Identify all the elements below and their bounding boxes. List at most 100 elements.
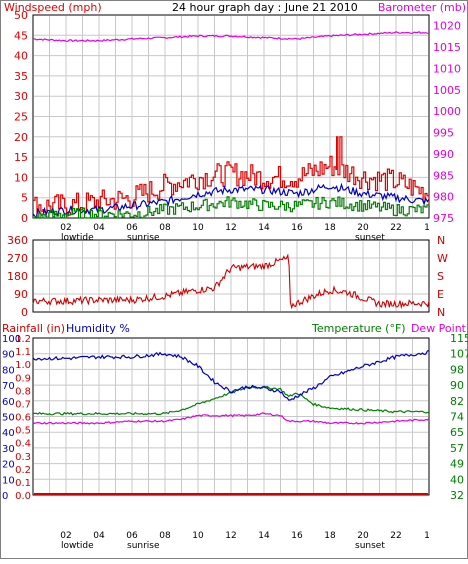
rain-y-tick: 0.4 [15, 439, 31, 450]
x-tick-label-top: 18 [324, 223, 336, 233]
baro-y-tick: 1000 [433, 105, 461, 118]
x-tick-label-bottom: 04 [93, 531, 105, 541]
dir-y-tick: 360 [7, 234, 28, 247]
sunset-label-top: sunset [355, 233, 385, 243]
x-tick-label-bottom: 20 [357, 531, 369, 541]
baro-y-tick: 975 [433, 212, 454, 225]
compass-y-tick: W [437, 252, 448, 265]
sunrise-label-bottom: sunrise [127, 541, 160, 551]
humidity-y-tick: 100 [2, 334, 21, 345]
barometer-axis-label: Barometer (mb) [378, 1, 466, 14]
dir-y-tick: 90 [14, 288, 28, 301]
humidity-line [32, 349, 430, 401]
wind-y-tick: 30 [14, 90, 28, 103]
rainfall-axis-label: Rainfall (in) [2, 322, 65, 335]
humidity-y-tick: 10 [2, 475, 15, 486]
humidity-y-tick: 0 [2, 491, 8, 502]
temp-y-tick: 49 [450, 458, 464, 471]
temp-y-tick: 98 [450, 363, 464, 376]
temp-y-tick: 90 [450, 379, 464, 392]
temp-y-tick: 74 [450, 411, 464, 424]
wind-direction-line [32, 253, 430, 310]
temp-y-tick: 32 [450, 489, 464, 502]
x-tick-label-top: 10 [192, 223, 204, 233]
wind-y-tick: 15 [14, 151, 28, 164]
rain-y-tick: 0.0 [15, 491, 31, 502]
x-tick-label-top: 12 [225, 223, 236, 233]
x-tick-label-top: 14 [258, 223, 270, 233]
rain-y-tick: 0.7 [15, 399, 31, 410]
humidity-y-tick: 90 [2, 350, 15, 361]
wind-y-tick: 50 [14, 9, 28, 22]
x-tick-label-bottom: 16 [291, 531, 303, 541]
lowtide-label-top: lowtide [61, 233, 94, 243]
compass-y-tick: S [437, 270, 444, 283]
windspeed-min-line [33, 196, 430, 219]
baro-y-tick: 1015 [433, 41, 461, 54]
humidity-axis-label: Humidity % [66, 322, 130, 335]
dewpoint-axis-label: Dew Point [411, 322, 467, 335]
x-tick-label-top: 1 [424, 223, 430, 233]
humidity-y-tick: 50 [2, 413, 15, 424]
x-tick-label-bottom: 06 [126, 531, 138, 541]
x-tick-label-top: 02 [60, 223, 71, 233]
rain-y-tick: 0.2 [15, 465, 31, 476]
baro-y-tick: 995 [433, 127, 454, 140]
x-tick-label-top: 16 [291, 223, 303, 233]
x-tick-label-bottom: 08 [159, 531, 171, 541]
chart-title: 24 hour graph day : June 21 2010 [172, 1, 358, 14]
rain-y-tick: 1.0 [15, 360, 31, 371]
rain-y-tick: 1.1 [15, 347, 31, 358]
x-tick-label-top: 22 [390, 223, 401, 233]
wind-y-tick: 10 [14, 171, 28, 184]
wind-y-tick: 45 [14, 29, 28, 42]
wind-y-tick: 0 [21, 212, 28, 225]
sunset-label-bottom: sunset [355, 541, 385, 551]
temp-y-tick: 107 [450, 348, 468, 361]
wind-y-tick: 20 [14, 131, 28, 144]
rain-y-tick: 1.2 [15, 334, 31, 345]
humidity-y-tick: 60 [2, 397, 15, 408]
rain-y-tick: 0.5 [15, 426, 31, 437]
x-tick-label-bottom: 1 [424, 531, 430, 541]
rain-y-tick: 0.8 [15, 386, 31, 397]
compass-y-tick: E [437, 288, 444, 301]
wind-y-tick: 25 [14, 111, 28, 124]
dir-y-tick: 270 [7, 252, 28, 265]
x-tick-label-top: 08 [159, 223, 171, 233]
baro-y-tick: 990 [433, 148, 454, 161]
dir-y-tick: 180 [7, 270, 28, 283]
x-tick-label-top: 06 [126, 223, 138, 233]
windspeed-average-line [32, 182, 430, 219]
grid-lines [34, 16, 428, 494]
rain-y-tick: 0.6 [15, 413, 31, 424]
lowtide-label-bottom: lowtide [61, 541, 94, 551]
axis-labels: 0202040406060808101012121414161618182020… [2, 9, 468, 541]
temperature-axis-label: Temperature (°F) [311, 322, 406, 335]
sunrise-label-top: sunrise [127, 233, 160, 243]
humidity-y-tick: 80 [2, 365, 15, 376]
x-tick-label-top: 20 [357, 223, 369, 233]
dewpoint-line [32, 412, 430, 425]
temp-y-tick: 115 [450, 332, 468, 345]
x-tick-label-top: 04 [93, 223, 105, 233]
baro-y-tick: 985 [433, 169, 454, 182]
humidity-y-tick: 40 [2, 428, 15, 439]
x-tick-label-bottom: 12 [225, 531, 236, 541]
compass-y-tick: N [437, 306, 445, 319]
dir-y-tick: 0 [21, 306, 28, 319]
temp-y-tick: 65 [450, 426, 464, 439]
data-series [32, 31, 430, 495]
wind-y-tick: 35 [14, 70, 28, 83]
baro-y-tick: 1010 [433, 62, 461, 75]
humidity-y-tick: 30 [2, 444, 15, 455]
baro-y-tick: 1005 [433, 84, 461, 97]
rain-y-tick: 0.9 [15, 373, 31, 384]
temp-y-tick: 40 [450, 473, 464, 486]
windspeed-axis-label: Windspeed (mph) [4, 1, 102, 14]
rain-y-tick: 0.3 [15, 452, 31, 463]
wind-y-tick: 5 [21, 192, 28, 205]
wind-y-tick: 40 [14, 50, 28, 63]
x-tick-label-bottom: 18 [324, 531, 336, 541]
